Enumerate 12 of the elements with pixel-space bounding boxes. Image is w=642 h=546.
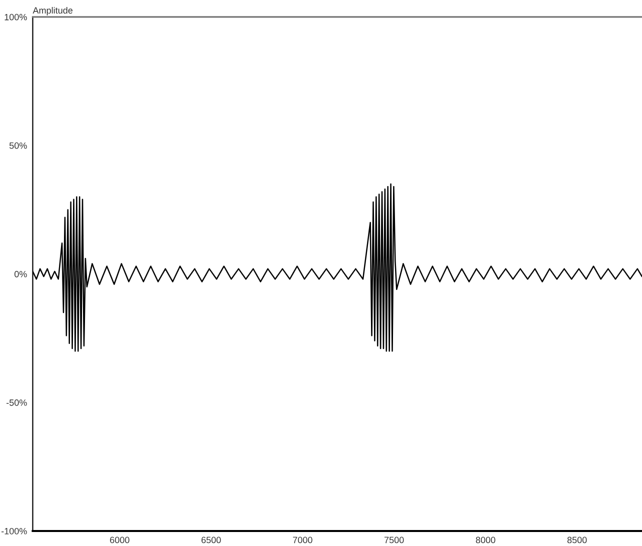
y-axis-title: Amplitude bbox=[32, 6, 72, 16]
y-tick-label: -50% bbox=[6, 399, 27, 406]
y-tick-label: -100% bbox=[1, 528, 27, 534]
y-tick-label: 0% bbox=[14, 270, 27, 278]
y-tick-label: 50% bbox=[9, 142, 27, 149]
x-tick-label: 7500 bbox=[384, 536, 404, 544]
x-tick-label: 8000 bbox=[476, 536, 496, 544]
x-tick-label: 6000 bbox=[110, 536, 130, 544]
x-tick-label: 8500 bbox=[567, 536, 587, 544]
y-tick-label: 100% bbox=[4, 14, 27, 20]
x-tick-label: 7000 bbox=[293, 536, 312, 544]
x-tick-label: 6500 bbox=[202, 536, 221, 544]
